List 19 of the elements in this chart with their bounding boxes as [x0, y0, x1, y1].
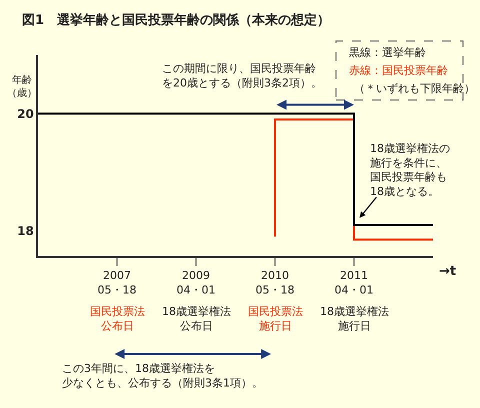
chart-title: 図1 選挙年齢と国民投票年齢の関係（本来の想定）	[22, 12, 330, 28]
text: 18歳選挙権法公布日	[162, 305, 231, 332]
annotation: 18歳選挙権法の施行を条件に、国民投票年齢も18歳となる。	[370, 142, 450, 198]
x-tick-label: 2007 05・18	[98, 268, 136, 296]
annotation: （＊いずれも下限年齢）	[354, 82, 475, 95]
x-axis-title: →t	[439, 264, 456, 279]
x-tick-label: 2009 04・01	[176, 268, 216, 296]
text: この3年間に、18歳選挙権法を少なくとも、公布する（附則3条1項）。	[62, 362, 263, 390]
x-tick-label: 2011 04・01	[334, 268, 374, 296]
text: 国民投票法施行日	[248, 305, 303, 332]
y-axis-title: 年齢（歳）	[7, 74, 37, 99]
annotation: 赤線：国民投票年齢	[349, 64, 448, 77]
text: 18歳選挙権法施行日	[320, 305, 389, 332]
y-tick-label: 18	[17, 224, 34, 238]
annotation: この期間に限り、国民投票年齢を20歳とする（附則3条2項）。	[162, 62, 322, 90]
text: 国民投票法公布日	[90, 305, 145, 332]
annotation: 黒線：選挙年齢	[349, 46, 426, 59]
y-tick-label: 20	[17, 106, 34, 121]
x-tick-label: 2010 05・18	[256, 268, 294, 296]
